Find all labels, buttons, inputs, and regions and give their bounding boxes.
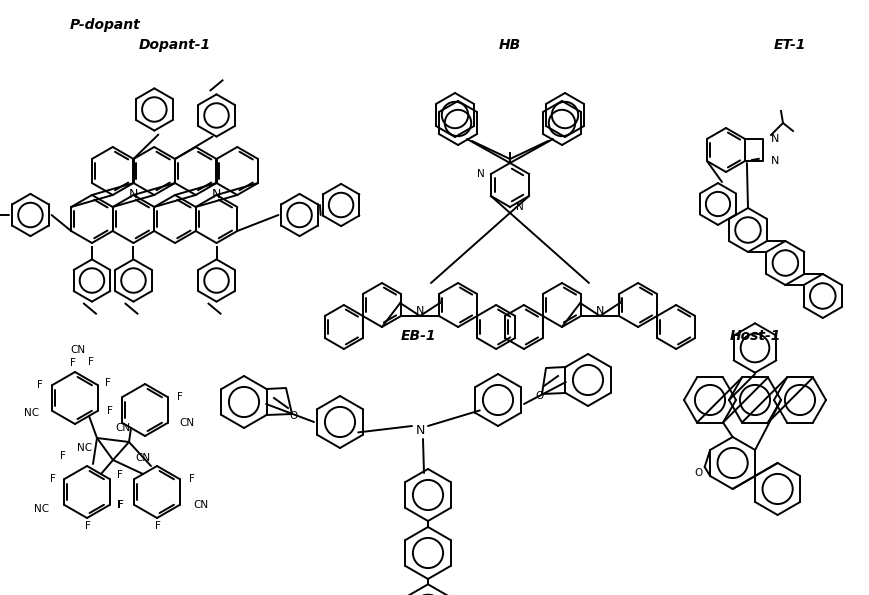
Text: O: O <box>535 391 543 401</box>
Text: F: F <box>105 378 110 388</box>
Text: N: N <box>477 169 484 179</box>
Text: F: F <box>107 406 113 416</box>
Text: F: F <box>37 380 43 390</box>
Text: F: F <box>70 358 76 368</box>
Text: CN: CN <box>70 345 85 355</box>
Text: CN: CN <box>179 418 194 428</box>
Text: CN: CN <box>116 423 130 433</box>
Text: O: O <box>289 411 298 421</box>
Text: Host-1: Host-1 <box>728 329 779 343</box>
Text: N: N <box>129 189 138 202</box>
Text: F: F <box>116 470 123 480</box>
Text: F: F <box>85 521 91 531</box>
Text: N: N <box>415 424 424 437</box>
Text: F: F <box>176 392 182 402</box>
Text: N: N <box>211 189 221 202</box>
Text: N: N <box>515 202 523 212</box>
Text: F: F <box>88 357 94 367</box>
Text: CN: CN <box>135 453 150 463</box>
Text: F: F <box>189 474 195 484</box>
Text: N: N <box>770 156 779 166</box>
Text: N: N <box>770 134 779 144</box>
Text: HB: HB <box>498 38 521 52</box>
Text: NC: NC <box>77 443 92 453</box>
Text: N: N <box>415 306 424 316</box>
Text: Dopant-1: Dopant-1 <box>139 38 211 52</box>
Text: P-dopant: P-dopant <box>70 18 140 32</box>
Text: NC: NC <box>23 408 39 418</box>
Text: ET-1: ET-1 <box>773 38 806 52</box>
Text: F: F <box>50 474 56 484</box>
Text: O: O <box>693 468 702 478</box>
Text: F: F <box>155 521 161 531</box>
Text: CN: CN <box>193 500 208 510</box>
Text: N: N <box>595 306 603 316</box>
Text: NC: NC <box>34 504 49 514</box>
Text: F: F <box>60 451 66 461</box>
Text: EB-1: EB-1 <box>400 329 435 343</box>
Text: F: F <box>117 500 123 510</box>
Text: F: F <box>118 500 123 510</box>
